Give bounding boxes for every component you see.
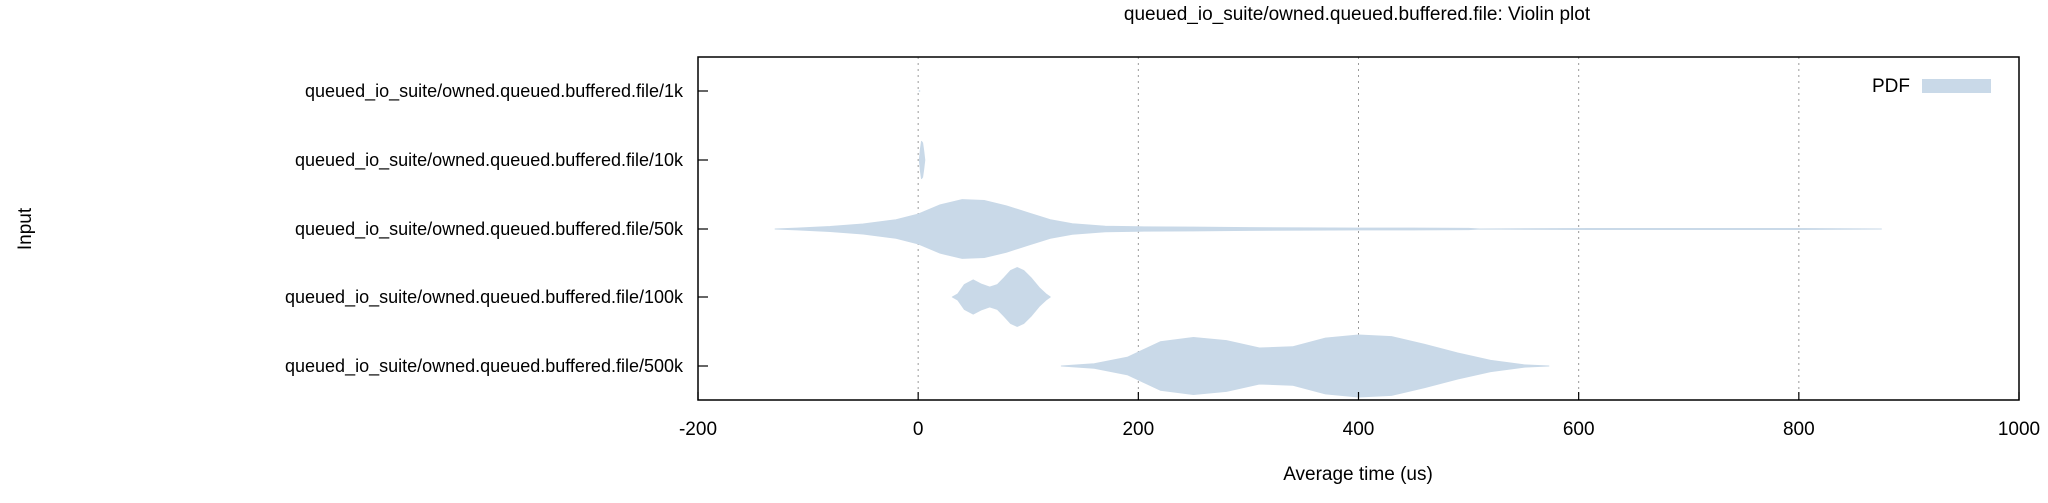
chart-title: queued_io_suite/owned.queued.buffered.fi… [1124, 4, 1591, 25]
violin [774, 199, 1882, 259]
x-tick-label: 200 [1122, 419, 1154, 440]
violin [918, 140, 926, 180]
legend-label: PDF [1872, 76, 1910, 97]
x-axis-label: Average time (us) [1283, 464, 1433, 485]
x-tick-label: 600 [1563, 419, 1595, 440]
violin [1060, 334, 1550, 398]
y-axis-ticks: queued_io_suite/owned.queued.buffered.fi… [285, 81, 708, 377]
legend: PDF [1872, 76, 1991, 97]
x-tick-label: 400 [1343, 419, 1375, 440]
violins [774, 90, 1882, 398]
x-tick-label: 800 [1783, 419, 1815, 440]
y-tick-label: queued_io_suite/owned.queued.buffered.fi… [295, 219, 684, 240]
x-axis-ticks: -200 0 200 400 600 800 1000 [679, 392, 2040, 440]
legend-swatch [1922, 79, 1991, 93]
violin [918, 90, 921, 92]
y-tick-label: queued_io_suite/owned.queued.buffered.fi… [305, 81, 684, 102]
y-tick-label: queued_io_suite/owned.queued.buffered.fi… [295, 150, 684, 171]
y-axis-label: Input [15, 207, 36, 250]
x-tick-label: 1000 [1998, 419, 2040, 440]
x-tick-label: -200 [679, 419, 717, 440]
y-tick-label: queued_io_suite/owned.queued.buffered.fi… [285, 287, 684, 308]
y-tick-label: queued_io_suite/owned.queued.buffered.fi… [285, 356, 684, 377]
violin [951, 267, 1051, 327]
x-tick-label: 0 [913, 419, 924, 440]
